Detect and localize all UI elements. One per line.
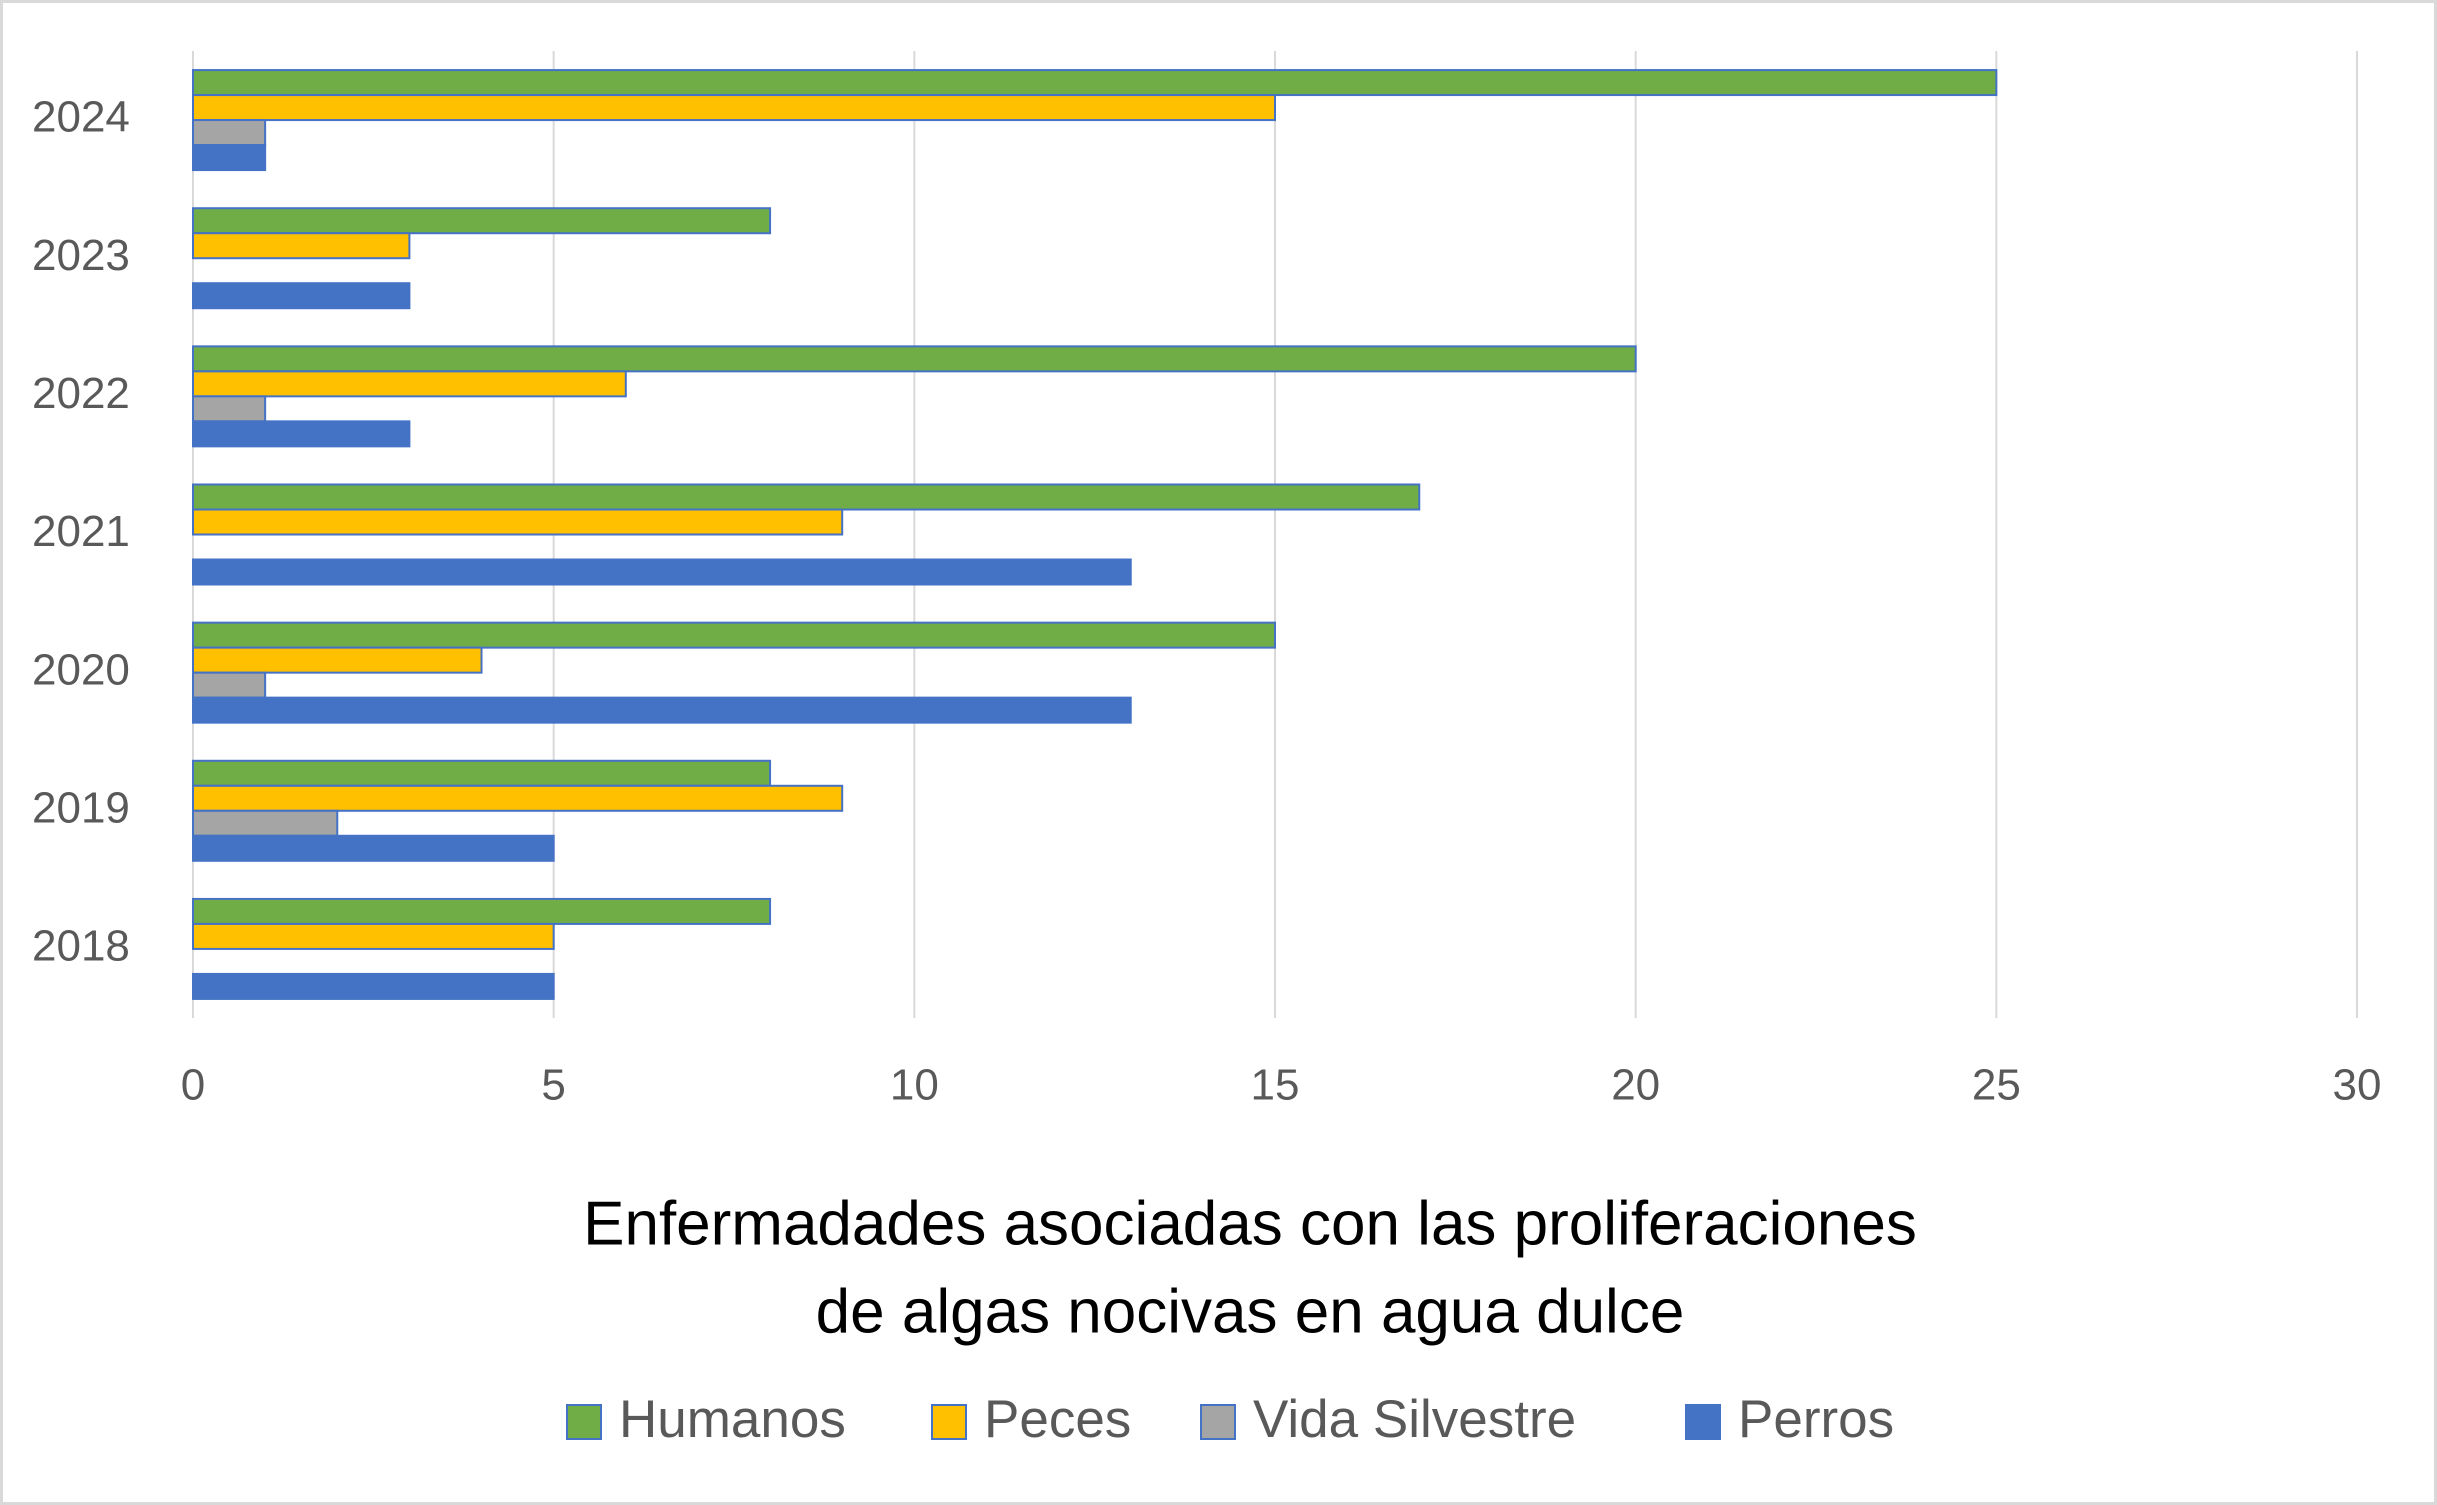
legend-label: Perros bbox=[1738, 1390, 1894, 1449]
bar bbox=[192, 784, 844, 812]
bar bbox=[192, 144, 267, 172]
legend-swatch bbox=[1685, 1404, 1721, 1440]
bar bbox=[192, 759, 772, 787]
bar bbox=[192, 671, 267, 699]
bar bbox=[192, 345, 1637, 373]
legend-label: Humanos bbox=[619, 1390, 846, 1449]
x-tick-label: 25 bbox=[1972, 1061, 2021, 1110]
bar bbox=[192, 834, 555, 862]
y-tick-label: 2021 bbox=[32, 507, 130, 556]
legend-swatch bbox=[931, 1404, 967, 1440]
x-tick-label: 10 bbox=[890, 1061, 939, 1110]
bar bbox=[192, 922, 555, 950]
y-tick-label: 2024 bbox=[32, 93, 130, 142]
bar bbox=[192, 897, 772, 925]
chart-title: Enfermadades asociadas con las prolifera… bbox=[583, 1189, 1917, 1258]
bar bbox=[192, 420, 411, 448]
x-tick-label: 30 bbox=[2333, 1061, 2382, 1110]
y-tick-label: 2020 bbox=[32, 645, 130, 694]
bar bbox=[192, 69, 1998, 97]
bar bbox=[192, 558, 1132, 586]
bar bbox=[192, 508, 844, 536]
bar bbox=[192, 232, 411, 260]
y-tick-label: 2018 bbox=[32, 922, 130, 971]
bar bbox=[192, 483, 1421, 511]
bar bbox=[192, 809, 339, 837]
legend-swatch bbox=[1200, 1404, 1236, 1440]
bar bbox=[192, 646, 483, 674]
bar bbox=[192, 972, 555, 1000]
bar bbox=[192, 621, 1276, 649]
bar bbox=[192, 94, 1276, 122]
y-tick-label: 2019 bbox=[32, 783, 130, 832]
y-tick-label: 2023 bbox=[32, 231, 130, 280]
x-tick-label: 15 bbox=[1251, 1061, 1300, 1110]
bar bbox=[192, 207, 772, 235]
y-tick-label: 2022 bbox=[32, 369, 130, 418]
legend-label: Peces bbox=[984, 1390, 1131, 1449]
chart-title: de algas nocivas en agua dulce bbox=[816, 1277, 1685, 1346]
bar bbox=[192, 696, 1132, 724]
x-tick-label: 0 bbox=[181, 1061, 205, 1110]
legend-swatch bbox=[566, 1404, 602, 1440]
bar bbox=[192, 370, 627, 398]
x-tick-label: 5 bbox=[541, 1061, 565, 1110]
legend-label: Vida Silvestre bbox=[1253, 1390, 1576, 1449]
bar bbox=[192, 119, 267, 147]
x-tick-label: 20 bbox=[1611, 1061, 1660, 1110]
bar bbox=[192, 395, 267, 423]
bar bbox=[192, 282, 411, 310]
